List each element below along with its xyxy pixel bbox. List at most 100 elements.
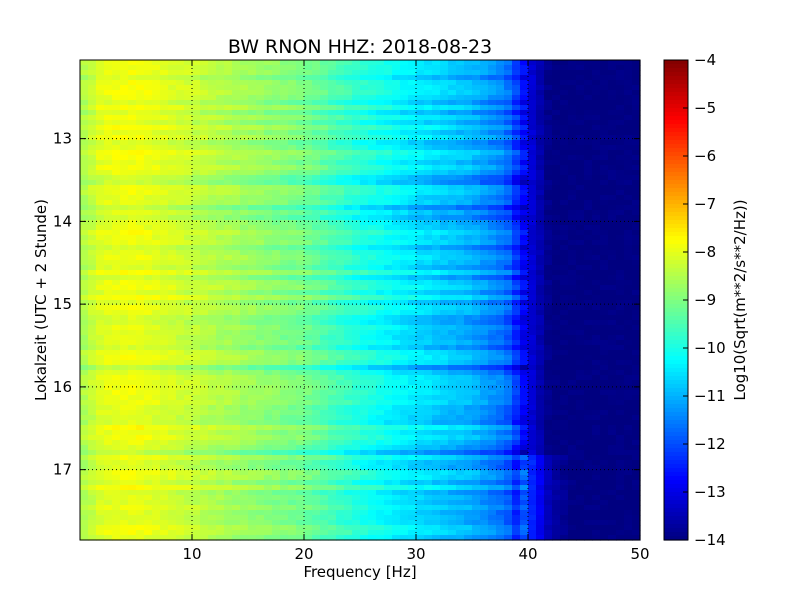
heatmap-cell bbox=[240, 305, 249, 311]
heatmap-cell bbox=[368, 100, 377, 106]
heatmap-cell bbox=[160, 225, 169, 231]
heatmap-cell bbox=[80, 340, 89, 346]
heatmap-cell bbox=[160, 255, 169, 261]
heatmap-cell bbox=[336, 165, 345, 171]
heatmap-cell bbox=[128, 380, 137, 386]
heatmap-cell bbox=[496, 305, 505, 311]
heatmap-cell bbox=[376, 145, 385, 151]
heatmap-cell bbox=[272, 235, 281, 241]
heatmap-cell bbox=[144, 170, 153, 176]
heatmap-cell bbox=[104, 150, 113, 156]
heatmap-cell bbox=[216, 75, 225, 81]
heatmap-cell bbox=[576, 110, 585, 116]
heatmap-cell bbox=[304, 85, 313, 91]
heatmap-cell bbox=[128, 255, 137, 261]
heatmap-cell bbox=[256, 255, 265, 261]
heatmap-cell bbox=[616, 290, 625, 296]
heatmap-cell bbox=[456, 80, 465, 86]
heatmap-cell bbox=[216, 70, 225, 76]
heatmap-cell bbox=[112, 185, 121, 191]
heatmap-cell bbox=[120, 180, 129, 186]
heatmap-cell bbox=[328, 290, 337, 296]
heatmap-cell bbox=[560, 95, 569, 101]
heatmap-cell bbox=[192, 150, 201, 156]
heatmap-cell bbox=[584, 110, 593, 116]
heatmap-cell bbox=[360, 155, 369, 161]
heatmap-cell bbox=[104, 245, 113, 251]
heatmap-cell bbox=[264, 140, 273, 146]
heatmap-cell bbox=[352, 265, 361, 271]
heatmap-cell bbox=[200, 380, 209, 386]
heatmap-cell bbox=[432, 405, 441, 411]
heatmap-cell bbox=[200, 290, 209, 296]
heatmap-cell bbox=[392, 115, 401, 121]
heatmap-cell bbox=[440, 395, 449, 401]
heatmap-cell bbox=[424, 220, 433, 226]
heatmap-cell bbox=[144, 80, 153, 86]
heatmap-cell bbox=[144, 190, 153, 196]
heatmap-cell bbox=[136, 130, 145, 136]
heatmap-cell bbox=[568, 170, 577, 176]
heatmap-cell bbox=[192, 365, 201, 371]
heatmap-cell bbox=[312, 295, 321, 301]
heatmap-cell bbox=[344, 145, 353, 151]
heatmap-cell bbox=[280, 355, 289, 361]
heatmap-cell bbox=[312, 70, 321, 76]
heatmap-cell bbox=[344, 235, 353, 241]
heatmap-cell bbox=[392, 255, 401, 261]
heatmap-cell bbox=[128, 160, 137, 166]
heatmap-cell bbox=[568, 85, 577, 91]
heatmap-cell bbox=[152, 110, 161, 116]
heatmap-cell bbox=[528, 400, 537, 406]
heatmap-cell bbox=[96, 90, 105, 96]
heatmap-cell bbox=[168, 185, 177, 191]
heatmap-cell bbox=[496, 290, 505, 296]
heatmap-cell bbox=[424, 355, 433, 361]
heatmap-cell bbox=[160, 60, 169, 66]
heatmap-cell bbox=[552, 90, 561, 96]
heatmap-cell bbox=[352, 250, 361, 256]
heatmap-cell bbox=[536, 155, 545, 161]
heatmap-cell bbox=[552, 180, 561, 186]
heatmap-cell bbox=[248, 195, 257, 201]
heatmap-cell bbox=[384, 270, 393, 276]
heatmap-cell bbox=[464, 85, 473, 91]
heatmap-cell bbox=[360, 175, 369, 181]
heatmap-cell bbox=[288, 320, 297, 326]
heatmap-cell bbox=[552, 185, 561, 191]
heatmap-cell bbox=[632, 85, 641, 91]
heatmap-cell bbox=[112, 70, 121, 76]
heatmap-cell bbox=[320, 400, 329, 406]
heatmap-cell bbox=[416, 240, 425, 246]
heatmap-cell bbox=[280, 85, 289, 91]
heatmap-cell bbox=[624, 215, 633, 221]
heatmap-cell bbox=[512, 145, 521, 151]
heatmap-cell bbox=[512, 355, 521, 361]
heatmap-cell bbox=[392, 120, 401, 126]
heatmap-cell bbox=[224, 370, 233, 376]
heatmap-cell bbox=[384, 85, 393, 91]
heatmap-cell bbox=[608, 245, 617, 251]
heatmap-cell bbox=[424, 130, 433, 136]
heatmap-cell bbox=[176, 255, 185, 261]
heatmap-cell bbox=[120, 260, 129, 266]
heatmap-cell bbox=[624, 175, 633, 181]
heatmap-cell bbox=[280, 370, 289, 376]
heatmap-cell bbox=[248, 225, 257, 231]
heatmap-cell bbox=[560, 105, 569, 111]
heatmap-cell bbox=[568, 350, 577, 356]
heatmap-cell bbox=[480, 370, 489, 376]
heatmap-cell bbox=[592, 295, 601, 301]
heatmap-cell bbox=[408, 380, 417, 386]
heatmap-cell bbox=[376, 245, 385, 251]
heatmap-cell bbox=[392, 135, 401, 141]
heatmap-cell bbox=[440, 250, 449, 256]
heatmap-cell bbox=[112, 75, 121, 81]
heatmap-cell bbox=[288, 165, 297, 171]
heatmap-cell bbox=[528, 235, 537, 241]
heatmap-cell bbox=[216, 325, 225, 331]
heatmap-cell bbox=[192, 160, 201, 166]
heatmap-cell bbox=[496, 200, 505, 206]
heatmap-cell bbox=[528, 405, 537, 411]
heatmap-cell bbox=[200, 100, 209, 106]
